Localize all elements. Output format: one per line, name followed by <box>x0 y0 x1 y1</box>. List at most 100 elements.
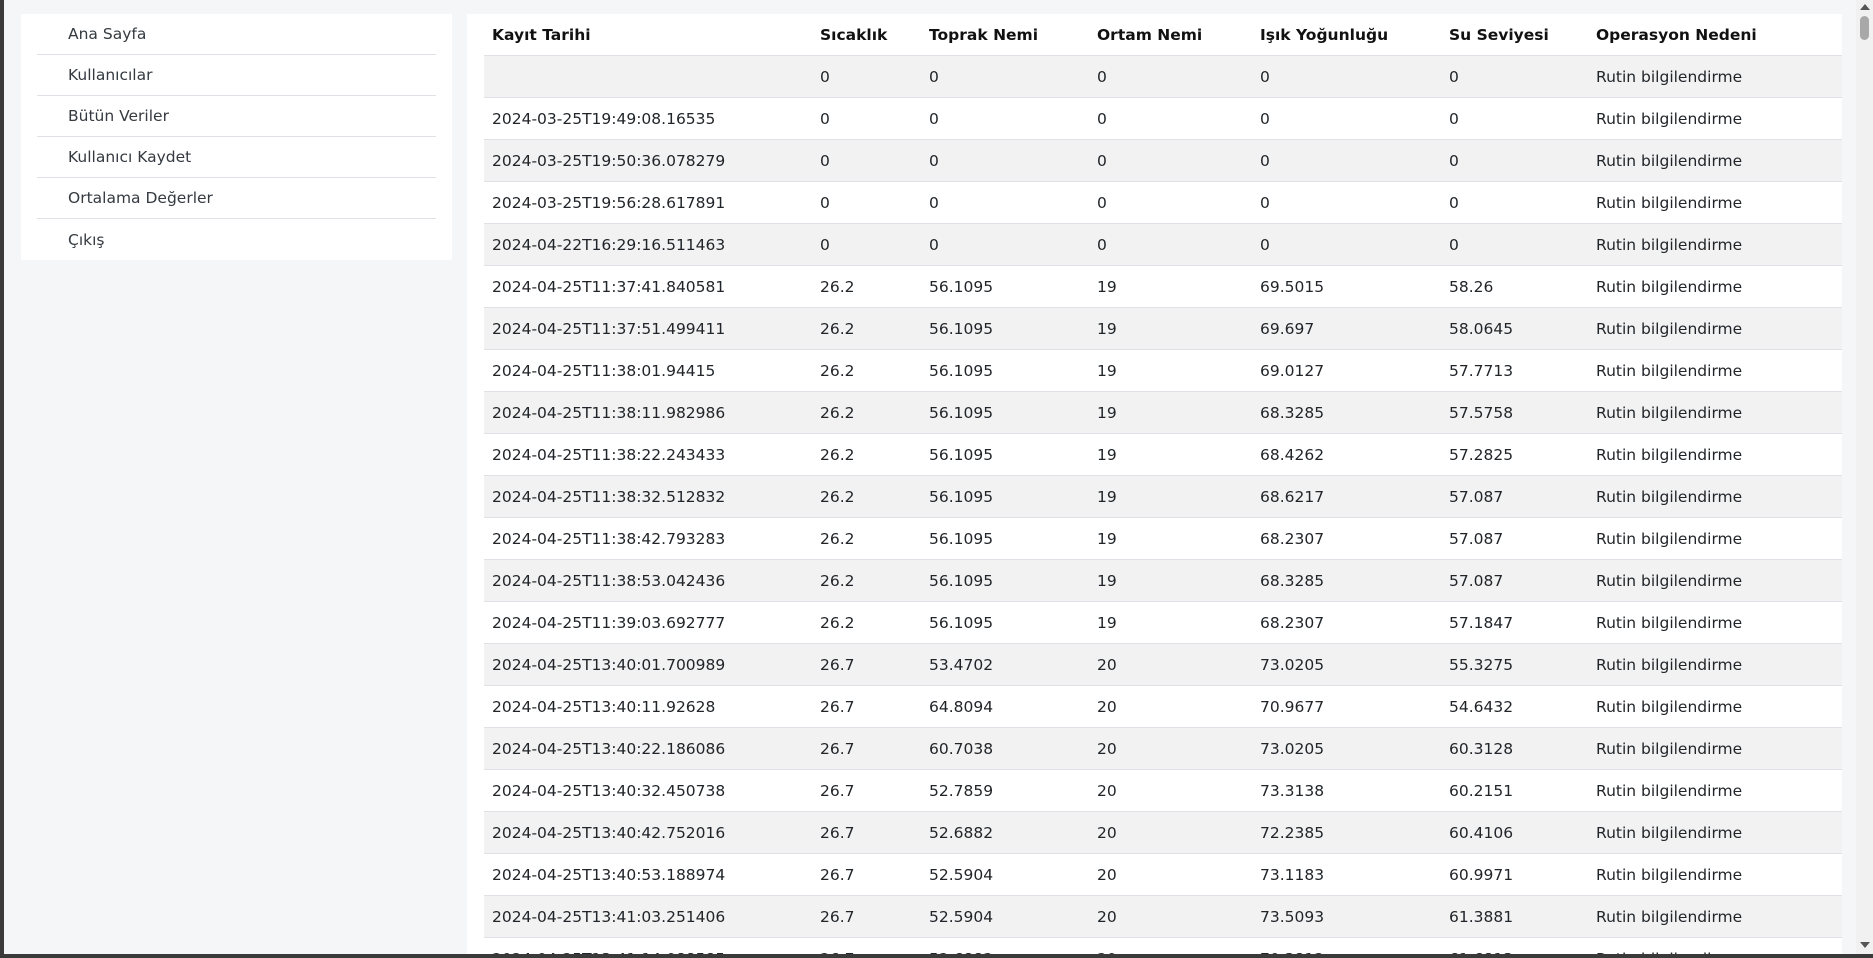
cell-su-seviyesi: 58.0645 <box>1441 307 1588 350</box>
cell-su-seviyesi: 60.3128 <box>1441 727 1588 770</box>
sidebar-item-label: Kullanıcılar <box>68 66 153 84</box>
cell-sicaklik: 26.2 <box>812 391 921 434</box>
cell-kayit-tarihi: 2024-04-25T13:40:32.450738 <box>484 769 812 812</box>
cell-ortam-nemi: 19 <box>1089 601 1252 644</box>
table-row: 2024-04-25T11:38:42.793283 26.2 56.1095 19 6… <box>484 517 1842 560</box>
cell-kayit-tarihi: 2024-04-25T11:38:53.042436 <box>484 559 812 602</box>
table-row: 2024-04-25T11:39:03.692777 26.2 56.1095 19 6… <box>484 601 1842 644</box>
sidebar: Ana Sayfa Kullanıcılar Bütün Veriler Kul… <box>21 14 452 260</box>
cell-isik-yogunlugu: 70.3812 <box>1252 937 1441 954</box>
cell-operasyon-nedeni: Rutin bilgilendirme <box>1588 685 1842 728</box>
cell-kayit-tarihi: 2024-04-25T11:37:51.499411 <box>484 307 812 350</box>
scroll-up-arrow-icon[interactable] <box>1860 4 1870 10</box>
cell-sicaklik: 0 <box>812 139 921 182</box>
cell-ortam-nemi: 19 <box>1089 391 1252 434</box>
cell-su-seviyesi: 55.3275 <box>1441 643 1588 686</box>
cell-ortam-nemi: 0 <box>1089 139 1252 182</box>
table-row: 2024-04-25T13:40:01.700989 26.7 53.4702 20 7… <box>484 643 1842 686</box>
table-row: 2024-04-25T11:38:01.94415 26.2 56.1095 19 69… <box>484 349 1842 392</box>
cell-ortam-nemi: 20 <box>1089 685 1252 728</box>
sidebar-item-butun-veriler[interactable]: Bütün Veriler <box>37 96 436 137</box>
cell-su-seviyesi: 57.2825 <box>1441 433 1588 476</box>
table-row: 2024-04-25T11:37:41.840581 26.2 56.1095 19 6… <box>484 265 1842 308</box>
cell-operasyon-nedeni: Rutin bilgilendirme <box>1588 727 1842 770</box>
cell-toprak-nemi: 52.6882 <box>921 937 1089 954</box>
cell-su-seviyesi: 57.7713 <box>1441 349 1588 392</box>
table-row: 2024-04-25T13:40:32.450738 26.7 52.7859 20 7… <box>484 769 1842 812</box>
scroll-thumb[interactable] <box>1860 16 1869 40</box>
cell-sicaklik: 0 <box>812 181 921 224</box>
table-row: 2024-04-25T11:38:22.243433 26.2 56.1095 19 6… <box>484 433 1842 476</box>
cell-ortam-nemi: 19 <box>1089 475 1252 518</box>
cell-toprak-nemi: 52.5904 <box>921 895 1089 938</box>
cell-toprak-nemi: 53.4702 <box>921 643 1089 686</box>
window-frame-bottom <box>0 954 1873 958</box>
column-header-sicaklik: Sıcaklık <box>812 14 921 56</box>
column-header-ortam-nemi: Ortam Nemi <box>1089 14 1252 56</box>
cell-kayit-tarihi: 2024-04-25T11:38:32.512832 <box>484 475 812 518</box>
cell-ortam-nemi: 20 <box>1089 895 1252 938</box>
cell-kayit-tarihi <box>484 55 812 98</box>
cell-kayit-tarihi: 2024-04-25T13:40:53.188974 <box>484 853 812 896</box>
cell-kayit-tarihi: 2024-04-25T13:41:03.251406 <box>484 895 812 938</box>
cell-toprak-nemi: 56.1095 <box>921 475 1089 518</box>
sidebar-item-kullanicilar[interactable]: Kullanıcılar <box>37 55 436 96</box>
cell-sicaklik: 26.7 <box>812 895 921 938</box>
cell-isik-yogunlugu: 69.5015 <box>1252 265 1441 308</box>
cell-ortam-nemi: 19 <box>1089 349 1252 392</box>
table-row: 2024-04-25T11:37:51.499411 26.2 56.1095 19 6… <box>484 307 1842 350</box>
cell-ortam-nemi: 0 <box>1089 181 1252 224</box>
window-frame-left <box>0 0 4 958</box>
cell-isik-yogunlugu: 68.6217 <box>1252 475 1441 518</box>
cell-kayit-tarihi: 2024-04-25T13:40:42.752016 <box>484 811 812 854</box>
sidebar-menu: Ana Sayfa Kullanıcılar Bütün Veriler Kul… <box>21 14 452 260</box>
table-row: 2024-04-25T13:41:03.251406 26.7 52.5904 20 7… <box>484 895 1842 938</box>
cell-operasyon-nedeni: Rutin bilgilendirme <box>1588 433 1842 476</box>
cell-operasyon-nedeni: Rutin bilgilendirme <box>1588 559 1842 602</box>
scroll-down-arrow-icon[interactable] <box>1860 942 1870 948</box>
cell-ortam-nemi: 20 <box>1089 937 1252 954</box>
cell-sicaklik: 26.2 <box>812 475 921 518</box>
cell-operasyon-nedeni: Rutin bilgilendirme <box>1588 853 1842 896</box>
sidebar-item-ana-sayfa[interactable]: Ana Sayfa <box>37 14 436 55</box>
cell-ortam-nemi: 20 <box>1089 727 1252 770</box>
cell-toprak-nemi: 56.1095 <box>921 265 1089 308</box>
cell-toprak-nemi: 64.8094 <box>921 685 1089 728</box>
table-row: 2024-04-25T11:38:32.512832 26.2 56.1095 19 6… <box>484 475 1842 518</box>
cell-operasyon-nedeni: Rutin bilgilendirme <box>1588 391 1842 434</box>
cell-su-seviyesi: 0 <box>1441 97 1588 140</box>
cell-kayit-tarihi: 2024-03-25T19:50:36.078279 <box>484 139 812 182</box>
cell-toprak-nemi: 0 <box>921 97 1089 140</box>
cell-isik-yogunlugu: 68.2307 <box>1252 601 1441 644</box>
cell-toprak-nemi: 52.7859 <box>921 769 1089 812</box>
cell-isik-yogunlugu: 72.2385 <box>1252 811 1441 854</box>
cell-ortam-nemi: 0 <box>1089 97 1252 140</box>
cell-toprak-nemi: 56.1095 <box>921 517 1089 560</box>
table-header-row: Kayıt Tarihi Sıcaklık Toprak Nemi Ortam … <box>484 14 1842 56</box>
sidebar-item-ortalama-degerler[interactable]: Ortalama Değerler <box>37 178 436 219</box>
cell-isik-yogunlugu: 68.3285 <box>1252 559 1441 602</box>
cell-kayit-tarihi: 2024-04-25T11:39:03.692777 <box>484 601 812 644</box>
cell-kayit-tarihi: 2024-04-25T11:38:11.982986 <box>484 391 812 434</box>
cell-isik-yogunlugu: 69.697 <box>1252 307 1441 350</box>
cell-kayit-tarihi: 2024-04-22T16:29:16.511463 <box>484 223 812 266</box>
cell-operasyon-nedeni: Rutin bilgilendirme <box>1588 349 1842 392</box>
sidebar-item-label: Çıkış <box>68 230 105 249</box>
cell-operasyon-nedeni: Rutin bilgilendirme <box>1588 55 1842 98</box>
cell-operasyon-nedeni: Rutin bilgilendirme <box>1588 139 1842 182</box>
sidebar-item-label: Kullanıcı Kaydet <box>68 148 192 166</box>
cell-su-seviyesi: 61.6813 <box>1441 937 1588 954</box>
cell-operasyon-nedeni: Rutin bilgilendirme <box>1588 601 1842 644</box>
cell-toprak-nemi: 56.1095 <box>921 433 1089 476</box>
cell-ortam-nemi: 20 <box>1089 769 1252 812</box>
cell-isik-yogunlugu: 73.0205 <box>1252 727 1441 770</box>
table-row: 2024-04-25T11:38:53.042436 26.2 56.1095 19 6… <box>484 559 1842 602</box>
cell-sicaklik: 26.7 <box>812 727 921 770</box>
page-scrollbar[interactable] <box>1856 0 1873 954</box>
cell-operasyon-nedeni: Rutin bilgilendirme <box>1588 769 1842 812</box>
cell-operasyon-nedeni: Rutin bilgilendirme <box>1588 811 1842 854</box>
cell-ortam-nemi: 19 <box>1089 265 1252 308</box>
sidebar-item-cikis[interactable]: Çıkış <box>37 219 436 260</box>
cell-kayit-tarihi: 2024-03-25T19:56:28.617891 <box>484 181 812 224</box>
sidebar-item-kullanici-kaydet[interactable]: Kullanıcı Kaydet <box>37 137 436 178</box>
